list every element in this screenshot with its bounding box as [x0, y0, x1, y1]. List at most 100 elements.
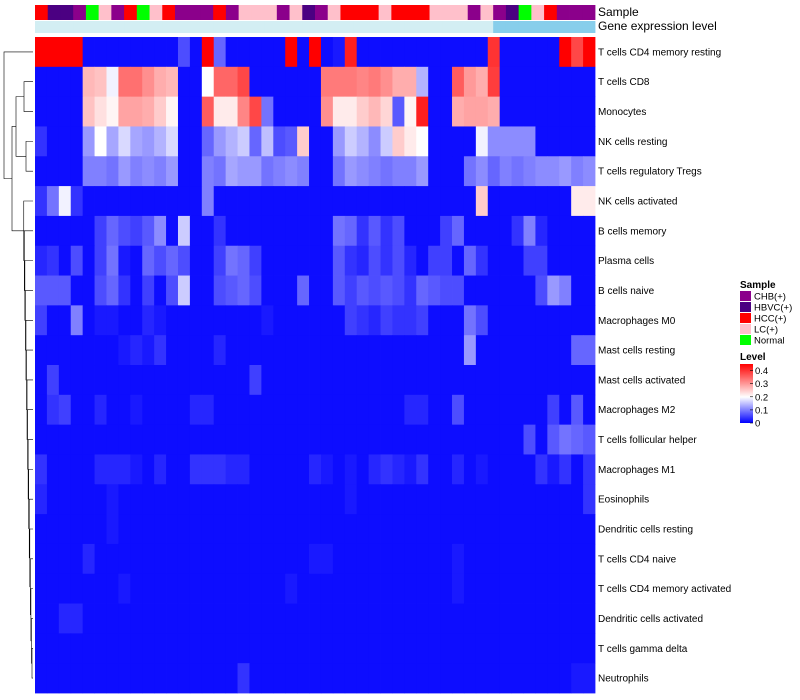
expression-annotation-cell [149, 21, 163, 33]
heatmap-cell [380, 365, 393, 396]
heatmap-cell [475, 305, 489, 336]
heatmap-cell [583, 603, 596, 634]
heatmap-cell [463, 663, 477, 694]
heatmap-cell [571, 633, 584, 664]
heatmap-cell [463, 603, 477, 634]
heatmap-cell [368, 37, 381, 68]
heatmap-cell [249, 603, 262, 634]
heatmap-cell [511, 186, 524, 217]
heatmap-cell [261, 305, 274, 336]
heatmap-cell [154, 66, 167, 98]
heatmap-cell [344, 514, 358, 545]
heatmap-cell [166, 514, 179, 545]
heatmap-cell [535, 394, 548, 426]
heatmap-cell [142, 335, 155, 366]
heatmap-cell [583, 514, 596, 545]
heatmap-cell [285, 514, 298, 545]
heatmap-cell [249, 484, 262, 515]
heatmap-cell [475, 394, 489, 426]
heatmap-cell [177, 305, 191, 336]
heatmap-cell [70, 365, 84, 396]
heatmap-cell [225, 126, 238, 157]
heatmap-cell [273, 66, 286, 98]
heatmap-cell [213, 603, 227, 634]
heatmap-cell [118, 514, 131, 545]
heatmap-cell [130, 66, 143, 98]
heatmap-cell [428, 305, 441, 336]
heatmap-cell [189, 424, 203, 455]
heatmap-cell [46, 305, 60, 336]
heatmap-cell [392, 514, 405, 545]
heatmap-cell [428, 484, 441, 515]
heatmap-cell [166, 543, 179, 575]
heatmap-cell [82, 215, 95, 247]
heatmap-cell [189, 66, 203, 98]
heatmap-cell [166, 305, 179, 336]
heatmap-cell [249, 394, 262, 426]
heatmap-cell [154, 215, 167, 247]
heatmap-cell [523, 365, 536, 396]
heatmap-cell [392, 484, 405, 515]
heatmap-cell [571, 365, 584, 396]
heatmap-cell [35, 37, 48, 68]
heatmap-cell [166, 37, 179, 68]
heatmap-cell [70, 37, 84, 68]
heatmap-cell [189, 514, 203, 545]
heatmap-cell [82, 543, 95, 575]
heatmap-cell [487, 365, 501, 396]
heatmap-cell [58, 663, 72, 694]
heatmap-cell [154, 186, 167, 217]
heatmap-cell [380, 186, 393, 217]
heatmap-cell [309, 66, 322, 98]
heatmap-cell [380, 66, 393, 98]
heatmap-cell [428, 454, 441, 485]
heatmap-cell [392, 245, 405, 276]
heatmap-cell [225, 335, 238, 366]
heatmap-cell [487, 484, 501, 515]
heatmap-cell [523, 275, 536, 306]
heatmap-cell [46, 335, 60, 366]
heatmap-cell [70, 543, 84, 575]
heatmap-cell [547, 633, 560, 664]
expression-annotation-cell [85, 21, 100, 33]
heatmap-cell [225, 66, 238, 98]
heatmap-cell [213, 514, 227, 545]
heatmap-cell [583, 633, 596, 664]
heatmap-cell [583, 484, 596, 515]
heatmap-cell [130, 186, 143, 217]
heatmap-cell [535, 96, 548, 127]
heatmap-cell [213, 66, 227, 98]
heatmap-cell [261, 454, 274, 485]
heatmap-cell [452, 663, 465, 694]
heatmap-cell [166, 454, 179, 485]
heatmap-cell [225, 663, 238, 694]
heatmap-cell [237, 126, 250, 157]
heatmap-cell [106, 663, 119, 694]
heatmap-cell [237, 305, 250, 336]
heatmap-cell [452, 514, 465, 545]
legend-swatch [740, 335, 751, 345]
heatmap-cell [309, 365, 322, 396]
heatmap-cell [154, 365, 167, 396]
heatmap-cell [404, 335, 417, 366]
heatmap-cell [249, 245, 262, 276]
heatmap-cell [356, 663, 370, 694]
heatmap-cell [297, 633, 310, 664]
heatmap-cell [309, 96, 322, 127]
heatmap-cell [332, 424, 346, 455]
heatmap-cell [452, 454, 465, 485]
heatmap-cell [285, 37, 298, 68]
heatmap-cell [416, 245, 429, 276]
heatmap-cell [46, 573, 60, 604]
heatmap-cell [261, 37, 274, 68]
heatmap-cell [487, 603, 501, 634]
heatmap-cell [70, 245, 84, 276]
heatmap-cell [511, 305, 524, 336]
heatmap-cell [487, 663, 501, 694]
heatmap-cell [118, 275, 131, 306]
heatmap-cell [82, 37, 95, 68]
heatmap-cell [583, 156, 596, 187]
heatmap-cell [523, 484, 536, 515]
heatmap-cell [237, 156, 250, 187]
heatmap-cell [177, 663, 191, 694]
